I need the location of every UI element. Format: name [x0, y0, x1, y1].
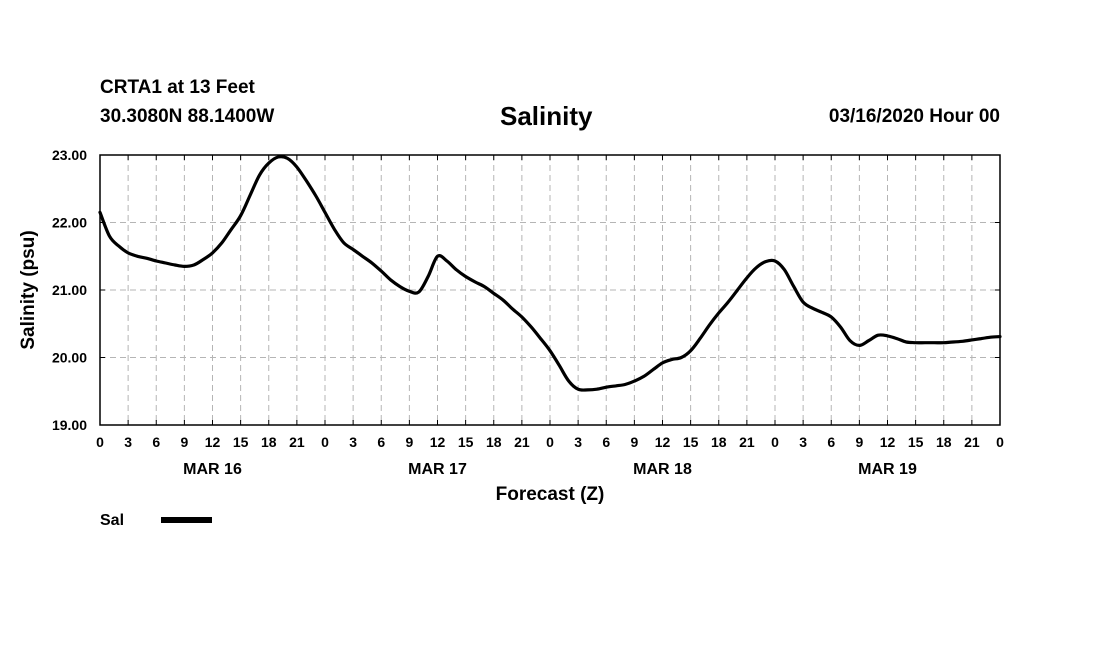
- y-tick-label: 22.00: [52, 215, 87, 231]
- x-tick-label: 15: [233, 434, 249, 450]
- x-tick-label: 0: [996, 434, 1004, 450]
- x-tick-label: 15: [683, 434, 699, 450]
- grid-lines: [100, 155, 1000, 425]
- x-tick-label: 18: [261, 434, 277, 450]
- x-tick-label: 6: [602, 434, 610, 450]
- x-tick-label: 15: [458, 434, 474, 450]
- x-tick-label: 12: [205, 434, 221, 450]
- x-tick-label: 6: [377, 434, 385, 450]
- x-tick-label: 21: [739, 434, 755, 450]
- x-tick-label: 3: [574, 434, 582, 450]
- series-line-sal: [98, 155, 1002, 392]
- day-label: MAR 19: [858, 461, 917, 478]
- x-tick-label: 21: [289, 434, 305, 450]
- x-tick-label: 12: [430, 434, 446, 450]
- x-tick-label: 21: [964, 434, 980, 450]
- x-tick-label: 21: [514, 434, 530, 450]
- x-tick-label: 6: [152, 434, 160, 450]
- x-tick-label: 15: [908, 434, 924, 450]
- x-tick-label: 0: [321, 434, 329, 450]
- chart-title: Salinity: [500, 101, 593, 131]
- x-tick-label: 18: [486, 434, 502, 450]
- x-tick-label: 12: [655, 434, 671, 450]
- x-tick-label: 18: [711, 434, 727, 450]
- x-tick-label: 9: [855, 434, 863, 450]
- x-tick-label: 9: [405, 434, 413, 450]
- x-tick-label: 0: [546, 434, 554, 450]
- axis-tick-labels: 0 3 6 9 12 15 18 21 0 3 6 9 12 15 18 21 0 3 6 9 12 15 18 21 0 3 6 9…: [52, 147, 1004, 478]
- y-axis-label: Salinity (psu): [18, 230, 39, 349]
- x-tick-label: 3: [799, 434, 807, 450]
- x-tick-label: 0: [96, 434, 104, 450]
- y-tick-label: 20.00: [52, 350, 87, 366]
- x-tick-label: 3: [124, 434, 132, 450]
- y-tick-label: 19.00: [52, 417, 87, 433]
- day-label: MAR 16: [183, 461, 242, 478]
- x-tick-label: 9: [630, 434, 638, 450]
- x-tick-label: 18: [936, 434, 952, 450]
- x-tick-label: 9: [180, 434, 188, 450]
- coordinates-label: 30.3080N 88.1400W: [100, 106, 275, 127]
- x-tick-label: 12: [880, 434, 896, 450]
- station-label: CRTA1 at 13 Feet: [100, 77, 255, 98]
- y-tick-label: 23.00: [52, 147, 87, 163]
- day-label: MAR 18: [633, 461, 692, 478]
- x-tick-label: 0: [771, 434, 779, 450]
- legend-label-sal: Sal: [100, 512, 124, 529]
- axis-ticks: [99, 154, 1001, 426]
- y-tick-label: 21.00: [52, 282, 87, 298]
- forecast-datetime: 03/16/2020 Hour 00: [828, 106, 1000, 127]
- x-axis-label: Forecast (Z): [496, 484, 605, 505]
- x-tick-label: 3: [349, 434, 357, 450]
- x-tick-label: 6: [827, 434, 835, 450]
- day-label: MAR 17: [408, 461, 467, 478]
